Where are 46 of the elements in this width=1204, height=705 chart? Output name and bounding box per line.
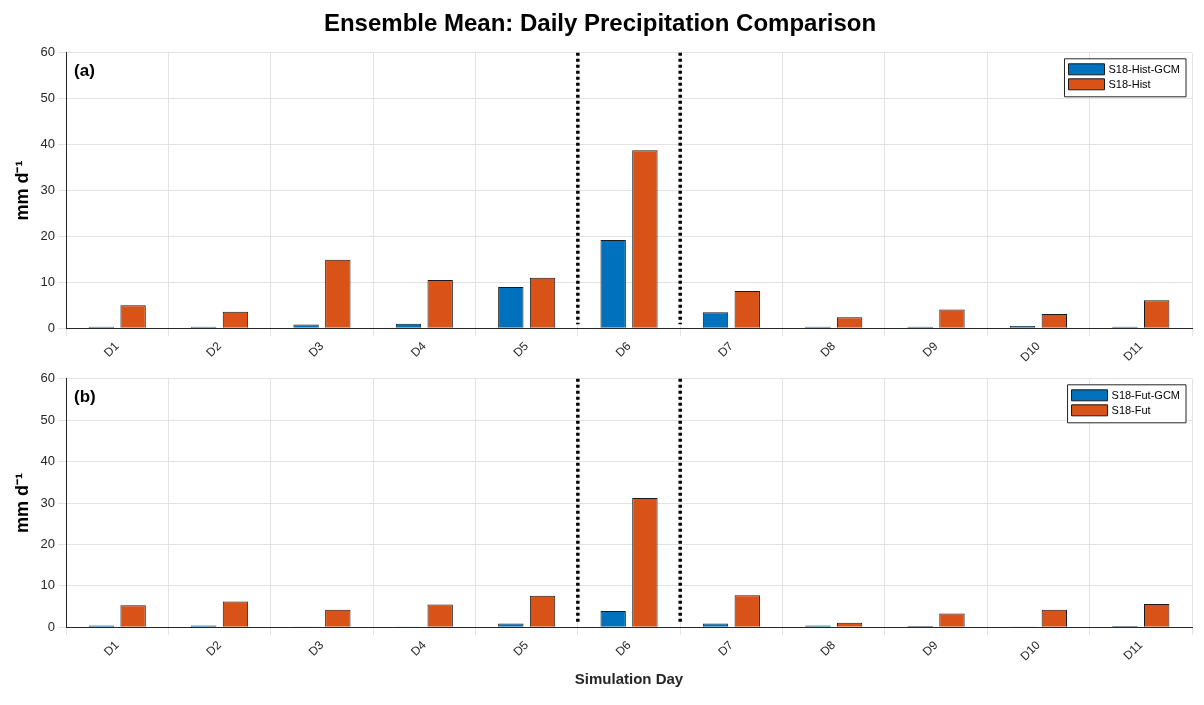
y-tick-label: 50 — [40, 90, 56, 106]
x-tick-label: D4 — [408, 338, 430, 360]
x-tick-label: D3 — [305, 637, 327, 659]
y-tick-label: 30 — [40, 494, 56, 510]
annotation: (b) — [74, 386, 96, 406]
x-tick-label: D4 — [408, 637, 430, 659]
x-tick-label: D3 — [305, 338, 327, 360]
x-tick-label: D11 — [1120, 637, 1146, 663]
x-tick-label: D6 — [612, 637, 634, 659]
y-tick-label: 60 — [40, 370, 56, 386]
x-tick-label: D9 — [919, 637, 941, 659]
x-tick-label: D8 — [817, 637, 839, 659]
legend-label: S18-Fut-GCM — [1111, 388, 1181, 401]
y-axis-title: mm d⁻¹ — [11, 160, 32, 221]
x-tick-label: D10 — [1017, 637, 1044, 664]
x-axis-title: Simulation Day — [574, 670, 684, 688]
x-tick-label: D2 — [203, 338, 225, 360]
x-tick-label: D2 — [203, 637, 225, 659]
x-tick-label: D7 — [715, 338, 737, 360]
annotation: (a) — [74, 60, 95, 80]
y-axis-title: mm d⁻¹ — [11, 473, 32, 534]
x-tick-label: D1 — [100, 338, 122, 360]
y-tick-label: 50 — [40, 411, 56, 427]
x-tick-label: D10 — [1017, 338, 1044, 365]
legend-label: S18-Fut — [1111, 403, 1151, 416]
y-tick-label: 20 — [40, 536, 56, 552]
y-tick-label: 40 — [40, 453, 56, 469]
y-tick-label: 0 — [47, 618, 56, 634]
x-tick-label: D9 — [919, 338, 941, 360]
x-tick-label: D7 — [715, 637, 737, 659]
x-tick-label: D8 — [817, 338, 839, 360]
legend-label: S18-Hist — [1108, 77, 1151, 90]
y-tick-label: 40 — [40, 136, 56, 152]
y-tick-label: 60 — [40, 44, 56, 60]
x-tick-label: D1 — [100, 637, 122, 659]
x-tick-label: D5 — [510, 338, 532, 360]
x-tick-label: D11 — [1120, 338, 1146, 364]
y-tick-label: 0 — [47, 319, 56, 335]
y-tick-label: 10 — [40, 273, 56, 289]
y-tick-label: 10 — [40, 577, 56, 593]
y-tick-label: 20 — [40, 228, 56, 244]
y-tick-label: 30 — [40, 182, 56, 198]
chart-title: Ensemble Mean: Daily Precipitation Comparison — [323, 9, 877, 37]
legend-label: S18-Hist-GCM — [1108, 62, 1181, 75]
x-tick-label: D5 — [510, 637, 532, 659]
x-tick-label: D6 — [612, 338, 634, 360]
